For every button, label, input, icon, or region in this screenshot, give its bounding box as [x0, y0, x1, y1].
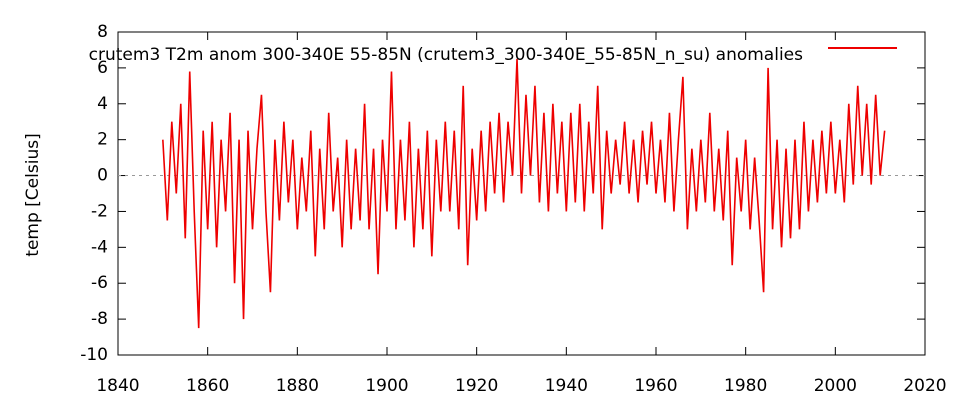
- plot-frame: [117, 31, 926, 356]
- x-tick-label: 1900: [365, 376, 408, 396]
- x-tick-label: 1860: [186, 376, 229, 396]
- y-tick-label: 6: [97, 58, 108, 78]
- x-tick-label: 1840: [96, 376, 139, 396]
- y-tick-label: -6: [91, 273, 108, 293]
- y-tick-label: -2: [91, 201, 108, 221]
- x-tick-label: 2000: [814, 376, 857, 396]
- x-tick-label: 1980: [724, 376, 767, 396]
- y-tick-label: 0: [97, 166, 108, 186]
- x-tick-label: 1960: [634, 376, 677, 396]
- data-line: [162, 58, 886, 329]
- y-tick-label: 4: [97, 94, 108, 114]
- x-tick-label: 1940: [545, 376, 588, 396]
- y-tick-label: 2: [97, 130, 108, 150]
- y-tick-label: -4: [91, 237, 108, 257]
- legend-label: crutem3 T2m anom 300-340E 55-85N (crutem…: [89, 45, 803, 65]
- y-axis-label: temp [Celsius]: [23, 133, 43, 256]
- y-tick-label: 8: [97, 22, 108, 42]
- x-tick-label: 2020: [903, 376, 946, 396]
- x-tick-label: 1880: [276, 376, 319, 396]
- x-tick-label: 1920: [455, 376, 498, 396]
- y-tick-label: -8: [91, 309, 108, 329]
- y-tick-label: -10: [80, 345, 108, 365]
